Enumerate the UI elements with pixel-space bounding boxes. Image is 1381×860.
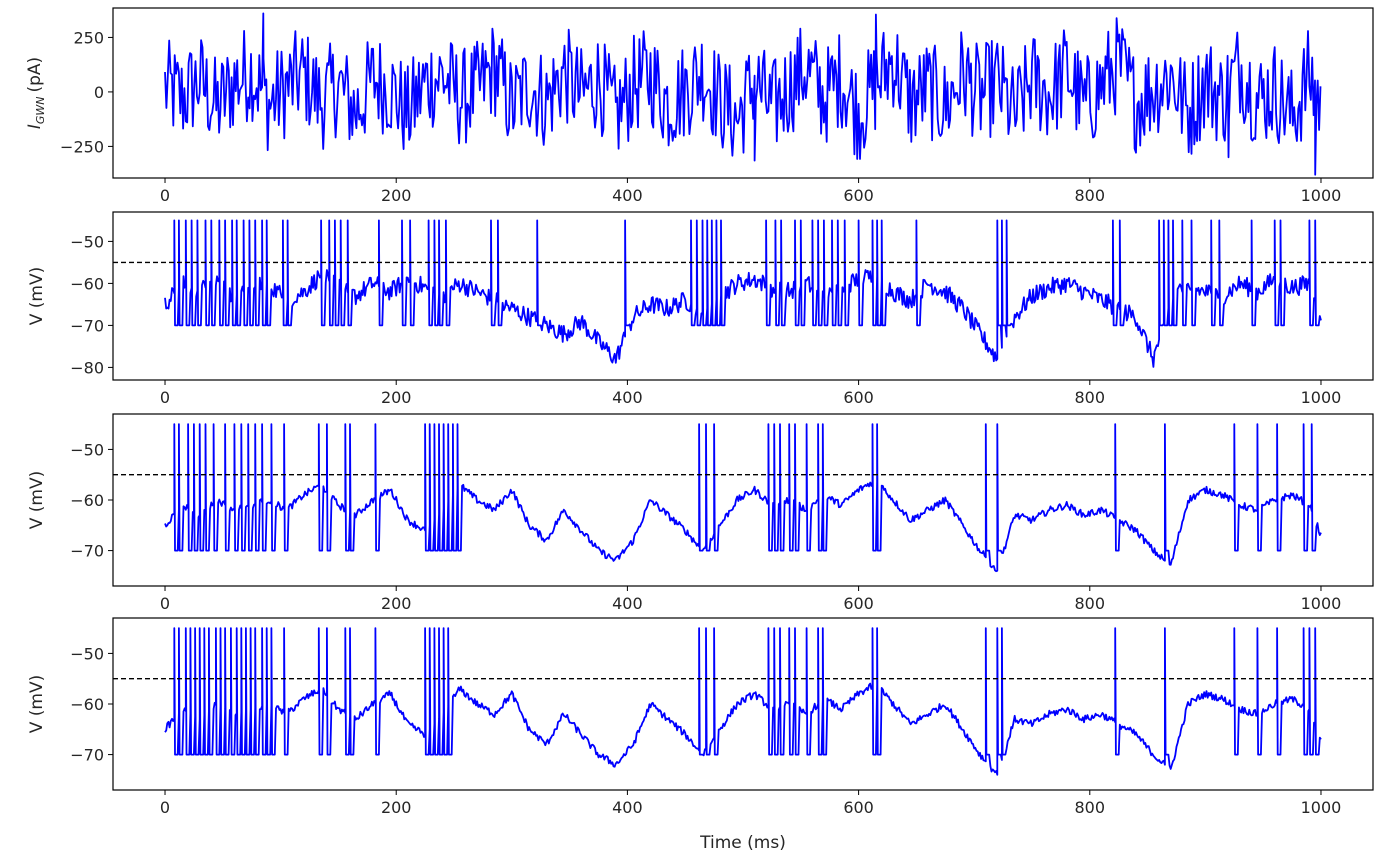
x-tick-label: 200 — [381, 798, 412, 817]
voltage-3-trace-layer — [113, 627, 1373, 776]
panel-voltage-1-ylabel: V (mV) — [27, 267, 47, 326]
x-tick-label: 200 — [381, 186, 412, 205]
x-axis-label: Time (ms) — [699, 833, 786, 853]
x-tick-label: 1000 — [1301, 594, 1342, 613]
x-tick-label: 200 — [381, 594, 412, 613]
y-tick-label: −250 — [60, 137, 104, 156]
panel-voltage-1-frame — [112, 211, 1374, 381]
y-tick-label: −50 — [70, 232, 104, 251]
panel-voltage-2-xticks: 0 200 400 600 800 1000 — [160, 586, 1341, 613]
x-tick-label: 800 — [1075, 798, 1106, 817]
x-tick-label: 400 — [612, 798, 643, 817]
y-tick-label: −60 — [70, 695, 104, 714]
x-tick-label: 0 — [160, 186, 170, 205]
x-tick-label: 600 — [843, 594, 874, 613]
current-trace-layer — [164, 12, 1322, 176]
x-tick-label: 800 — [1075, 186, 1106, 205]
x-tick-label: 400 — [612, 594, 643, 613]
x-tick-label: 0 — [160, 594, 170, 613]
panel-voltage-3: −50 −60 −70 0 200 400 600 800 1000 V (mV) — [27, 617, 1374, 817]
panel-voltage-3-yticks: −50 −60 −70 — [70, 644, 113, 765]
x-tick-label: 1000 — [1301, 186, 1342, 205]
panel-voltage-1-yticks: −50 −60 −70 −80 — [70, 232, 113, 377]
panel-input-current: 250 0 −250 0 200 400 600 800 1000 IGWN(pA) — [25, 7, 1374, 205]
x-tick-label: 800 — [1075, 388, 1106, 407]
voltage-1-trace-layer — [113, 219, 1373, 368]
x-tick-label: 600 — [843, 186, 874, 205]
panel-voltage-2-yticks: −50 −60 −70 — [70, 440, 113, 561]
panel-voltage-2: −50 −60 −70 0 200 400 600 800 1000 V (mV) — [27, 413, 1374, 613]
trace-line — [164, 423, 1322, 573]
panel-voltage-3-ylabel: V (mV) — [27, 675, 47, 734]
trace-line — [164, 12, 1322, 176]
x-tick-label: 600 — [843, 798, 874, 817]
y-tick-label: −60 — [70, 274, 104, 293]
x-tick-label: 600 — [843, 388, 874, 407]
y-tick-label: −80 — [70, 358, 104, 377]
panel-input-current-ylabel: IGWN(pA) — [25, 57, 47, 129]
y-tick-label: −50 — [70, 440, 104, 459]
y-tick-label: −70 — [70, 746, 104, 765]
x-tick-label: 1000 — [1301, 798, 1342, 817]
trace-line — [164, 627, 1322, 776]
y-tick-label: −60 — [70, 491, 104, 510]
panel-voltage-1-xticks: 0 200 400 600 800 1000 — [160, 380, 1341, 407]
panel-voltage-2-ylabel: V (mV) — [27, 471, 47, 530]
panel-voltage-1: −50 −60 −70 −80 0 200 400 600 800 1000 V (mV) — [27, 211, 1374, 407]
y-tick-label: −50 — [70, 644, 104, 663]
y-tick-label: 0 — [94, 83, 104, 102]
x-tick-label: 800 — [1075, 594, 1106, 613]
x-tick-label: 400 — [612, 186, 643, 205]
x-tick-label: 0 — [160, 388, 170, 407]
panel-voltage-3-xticks: 0 200 400 600 800 1000 — [160, 790, 1341, 817]
x-tick-label: 0 — [160, 798, 170, 817]
panel-input-current-xticks: 0 200 400 600 800 1000 — [160, 178, 1341, 205]
panel-input-current-frame — [112, 7, 1374, 179]
x-tick-label: 200 — [381, 388, 412, 407]
y-tick-label: −70 — [70, 316, 104, 335]
x-tick-label: 400 — [612, 388, 643, 407]
y-tick-label: 250 — [73, 28, 104, 47]
panel-voltage-3-frame — [112, 617, 1374, 791]
panel-input-current-yticks: 250 0 −250 — [60, 28, 113, 156]
y-tick-label: −70 — [70, 542, 104, 561]
trace-line — [164, 219, 1322, 368]
voltage-2-trace-layer — [113, 423, 1373, 573]
x-tick-label: 1000 — [1301, 388, 1342, 407]
